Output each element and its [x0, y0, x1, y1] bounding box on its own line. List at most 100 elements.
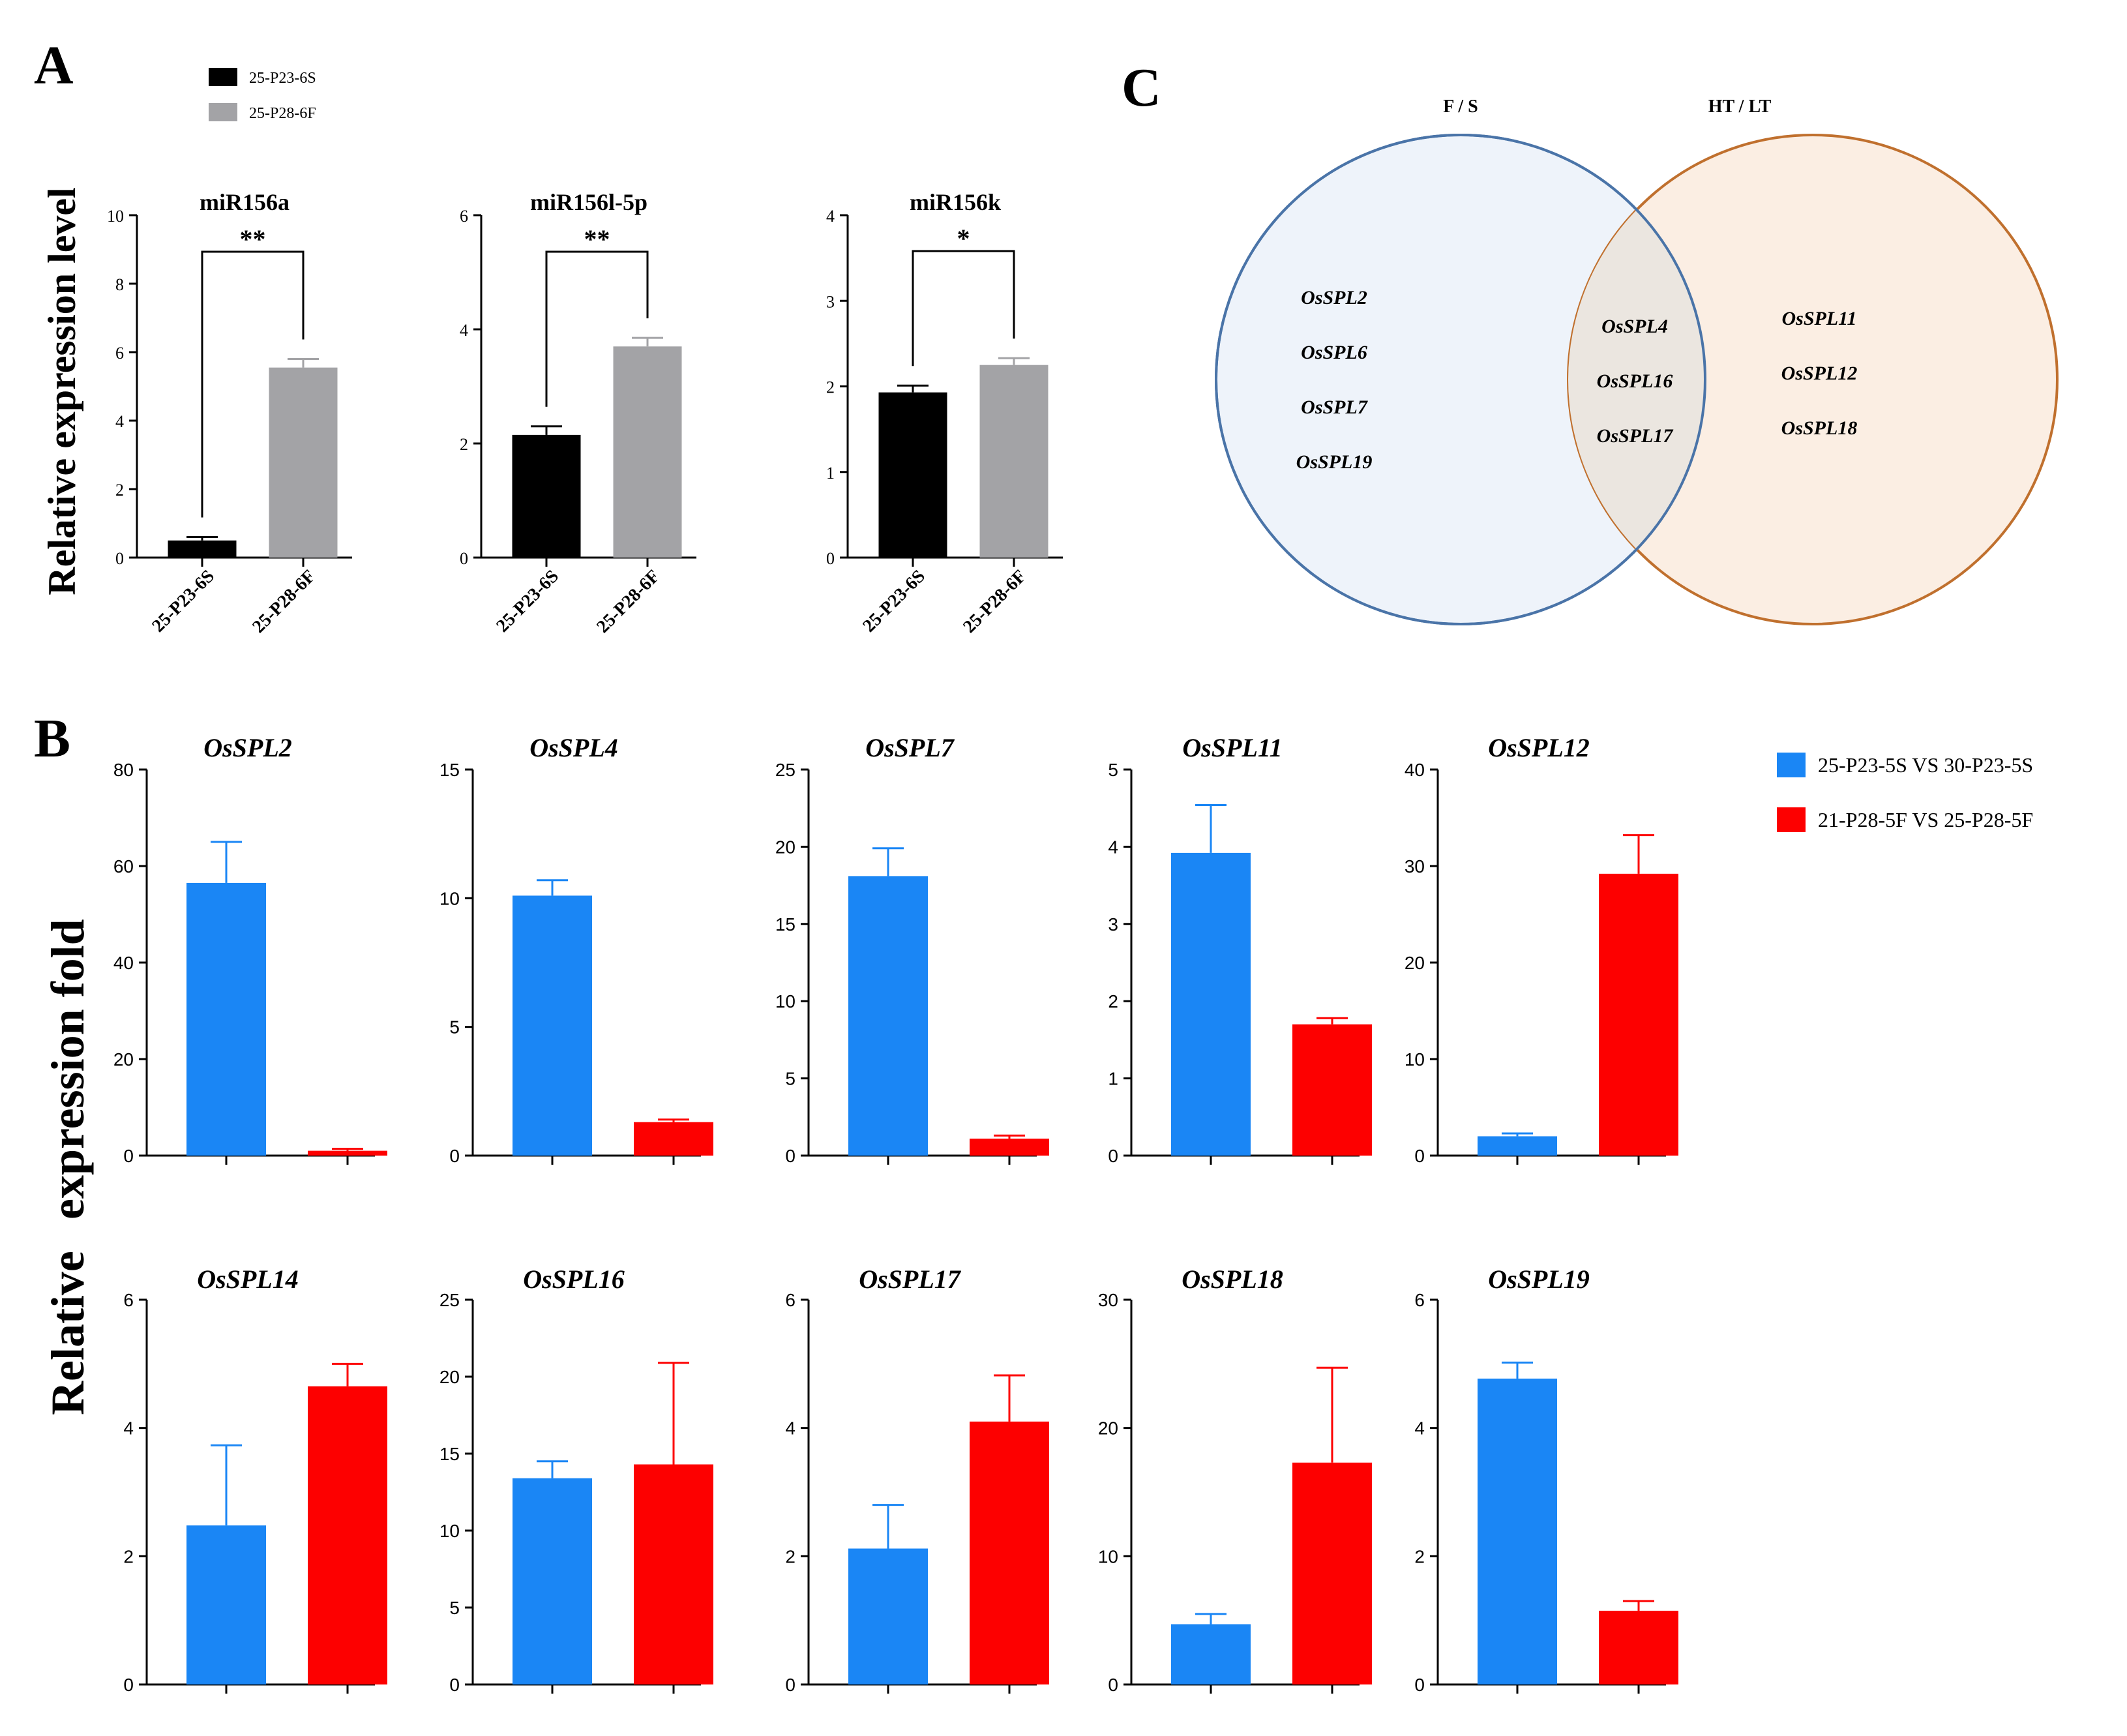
- y-tick-label: 10: [439, 1521, 460, 1541]
- y-tick-label: 30: [1098, 1290, 1118, 1310]
- bar: [848, 876, 928, 1156]
- y-tick-label: 20: [1098, 1418, 1118, 1439]
- x-tick-label: 25-P28-6F: [593, 566, 664, 637]
- venn-gene-htlt: OsSPL11: [1781, 308, 1856, 329]
- y-tick-label: 80: [113, 760, 134, 780]
- y-tick-label: 5: [449, 1598, 460, 1618]
- bar: [878, 392, 947, 558]
- venn-gene-htlt: OsSPL12: [1781, 363, 1858, 384]
- chart-title: OsSPL7: [865, 733, 955, 762]
- chart-mir156k: miR156k 0 1 2 3 4 25-P23-6S 25-P28-6F *: [826, 189, 1063, 637]
- chart-osspl2: OsSPL2 0 20 40 60 80: [113, 733, 387, 1166]
- bar: [1292, 1462, 1372, 1684]
- venn-gene-fs: OsSPL6: [1301, 342, 1367, 363]
- x-tick-label: 25-P23-6S: [148, 566, 218, 636]
- venn-genes: OsSPL2 OsSPL6 OsSPL7 OsSPL19 OsSPL4 OsSPL16 Os…: [1296, 287, 1858, 473]
- significance-bracket: [912, 250, 1015, 367]
- significance-marker: **: [240, 224, 266, 254]
- y-tick-label: 20: [1405, 953, 1425, 973]
- y-tick-label: 4: [460, 321, 468, 340]
- y-tick-label: 10: [107, 207, 124, 226]
- y-tick-label: 2: [826, 378, 835, 397]
- y-tick-label: 0: [785, 1146, 796, 1166]
- y-tick-label: 3: [826, 292, 835, 311]
- y-tick-label: 4: [1108, 837, 1118, 857]
- panel-a-ylabel: Relative expression level: [40, 187, 83, 595]
- y-tick-label: 30: [1405, 856, 1425, 876]
- y-tick-label: 60: [113, 856, 134, 876]
- venn-gene-shared: OsSPL17: [1597, 425, 1674, 447]
- y-tick-label: 2: [115, 481, 124, 500]
- y-tick-label: 5: [785, 1069, 796, 1089]
- panel-b-ylabel: Relative expression fold: [42, 919, 94, 1415]
- y-tick-label: 10: [1098, 1546, 1118, 1566]
- y-tick-label: 2: [1414, 1546, 1425, 1566]
- chart-title: OsSPL12: [1488, 733, 1590, 762]
- bar: [308, 1386, 387, 1684]
- bar: [186, 882, 266, 1156]
- panel-label-a: A: [34, 35, 74, 96]
- y-tick-label: 6: [460, 207, 468, 226]
- y-tick-label: 40: [113, 953, 134, 973]
- bar: [168, 540, 237, 558]
- bar: [613, 346, 682, 558]
- bar: [1599, 1610, 1678, 1684]
- y-tick-label: 0: [115, 549, 124, 568]
- bar: [634, 1122, 713, 1156]
- panel-a-legend: 25-P23-6S 25-P28-6F: [209, 68, 316, 122]
- bar: [308, 1150, 387, 1156]
- bar: [970, 1138, 1049, 1156]
- panel-label-b: B: [34, 708, 70, 769]
- y-tick-label: 6: [123, 1290, 134, 1310]
- y-tick-label: 20: [113, 1049, 134, 1070]
- y-tick-label: 15: [439, 760, 460, 780]
- chart-osspl11: OsSPL11 0 1 2 3 4 5: [1108, 733, 1372, 1166]
- chart-title: OsSPL17: [859, 1265, 962, 1294]
- venn-title-htlt: HT / LT: [1708, 97, 1772, 117]
- bar: [634, 1464, 713, 1684]
- chart-osspl17: OsSPL17 0 2 4 6: [785, 1265, 1049, 1695]
- bar: [513, 895, 592, 1156]
- bar: [512, 434, 581, 558]
- chart-title: OsSPL4: [529, 733, 618, 762]
- y-tick-label: 0: [123, 1146, 134, 1166]
- y-tick-label: 3: [1108, 914, 1118, 935]
- chart-title: OsSPL19: [1488, 1265, 1590, 1294]
- y-tick-label: 1: [826, 464, 835, 483]
- chart-mir156a: miR156a 0 2 4 6 8 10 25-P23-6S 25-P28-6F **: [107, 189, 352, 637]
- venn-gene-fs: OsSPL2: [1301, 287, 1367, 308]
- chart-title: OsSPL2: [203, 733, 292, 762]
- y-tick-label: 5: [449, 1017, 460, 1038]
- y-tick-label: 0: [1108, 1675, 1118, 1695]
- bar: [513, 1478, 592, 1684]
- y-tick-label: 5: [1108, 760, 1118, 780]
- bar: [186, 1525, 266, 1684]
- chart-osspl4: OsSPL4 0 5 10 15: [439, 733, 713, 1166]
- y-tick-label: 0: [449, 1675, 460, 1695]
- venn-gene-htlt: OsSPL18: [1781, 417, 1858, 439]
- venn-gene-fs: OsSPL19: [1296, 451, 1373, 473]
- bar: [269, 367, 338, 558]
- y-tick-label: 40: [1405, 760, 1425, 780]
- bar: [1478, 1378, 1557, 1684]
- y-tick-label: 0: [460, 549, 468, 568]
- y-tick-label: 4: [1414, 1418, 1425, 1439]
- panel-label-c: C: [1122, 57, 1161, 118]
- panel-b-legend: 25-P23-5S VS 30-P23-5S 21-P28-5F VS 25-P…: [1777, 753, 2033, 832]
- venn-title-fs: F / S: [1443, 97, 1478, 117]
- y-tick-label: 4: [826, 207, 835, 226]
- legend-swatch-f: [209, 103, 237, 121]
- chart-title: OsSPL14: [197, 1265, 299, 1294]
- y-tick-label: 4: [115, 412, 124, 431]
- legend-label-s: 25-P23-6S: [249, 70, 316, 87]
- venn-gene-fs: OsSPL7: [1301, 397, 1368, 418]
- bar: [848, 1548, 928, 1684]
- legend-label-f: 25-P28-6F: [249, 105, 316, 122]
- bar: [1478, 1136, 1557, 1156]
- y-tick-label: 10: [1405, 1049, 1425, 1070]
- chart-title: miR156a: [200, 189, 290, 215]
- y-tick-label: 2: [123, 1546, 134, 1566]
- chart-title: miR156k: [910, 189, 1001, 215]
